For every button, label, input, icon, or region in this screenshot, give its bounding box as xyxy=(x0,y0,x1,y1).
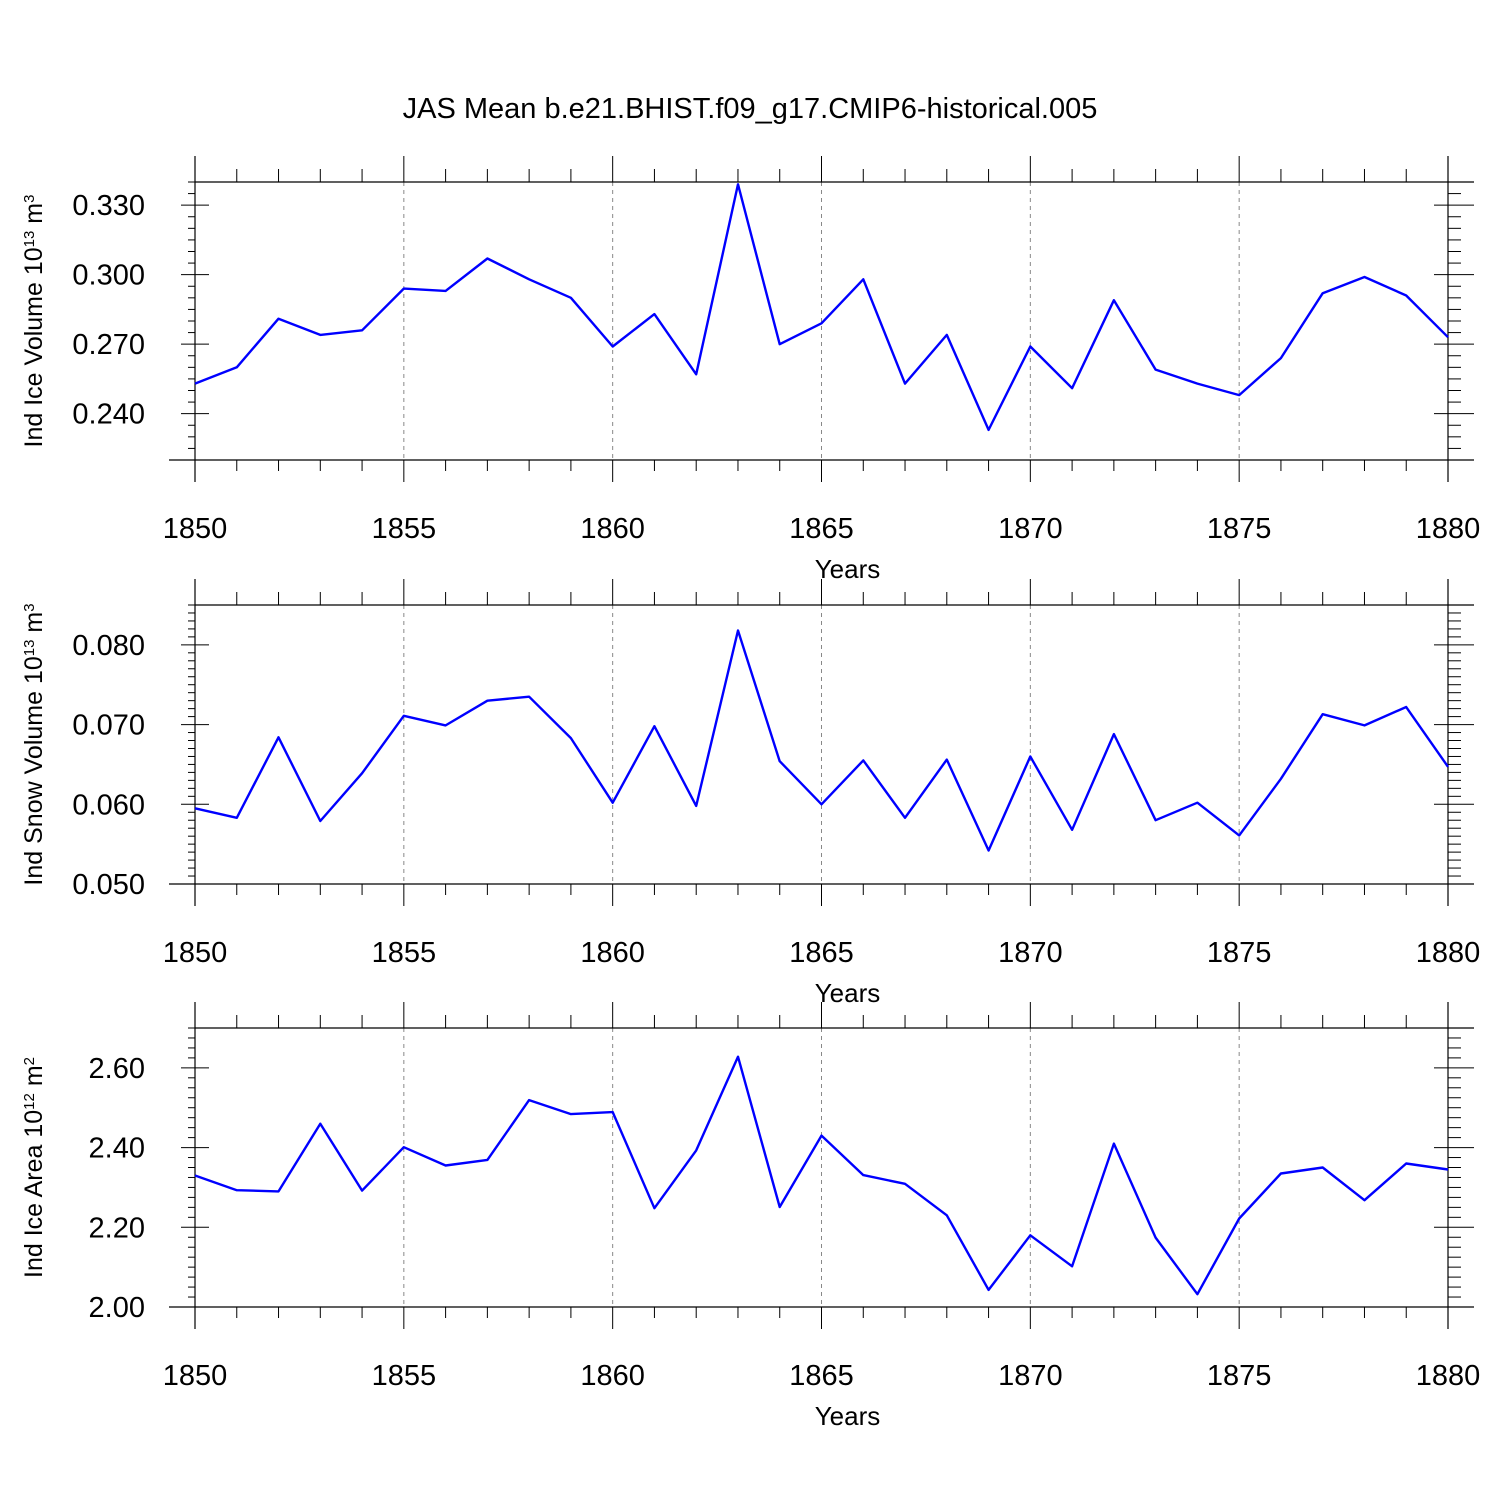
y-axis-label-unit: m xyxy=(20,203,48,231)
x-axis-label: Years xyxy=(815,978,881,1008)
x-tick-label: 1880 xyxy=(1416,513,1481,545)
x-tick-label: 1875 xyxy=(1207,513,1272,545)
panel-1: 1850 1855 1860 1865 1870 1875 1880 Years 0.240 0.… xyxy=(20,156,1480,584)
series-line xyxy=(194,183,1449,432)
y-axis-label-exp: 13 xyxy=(21,231,38,248)
y-axis-label-unit: m xyxy=(20,1065,48,1093)
y-axis-label-text: Ind Snow Volume 10 xyxy=(20,656,48,885)
series-line xyxy=(194,629,1449,852)
y-axis-label-unit: m xyxy=(20,612,48,640)
series-line xyxy=(194,1055,1449,1296)
panel-3: 1850 1855 1860 1865 1870 1875 1880 Years 2.00 2.2… xyxy=(20,1002,1480,1431)
y-axis-label-unit-exp: 3 xyxy=(21,195,38,203)
y-tick-label: 0.080 xyxy=(72,630,145,662)
y-tick-label: 2.00 xyxy=(89,1292,145,1324)
y-axis-label-unit-exp: 2 xyxy=(21,1057,38,1065)
y-tick-label: 0.330 xyxy=(72,190,145,222)
y-tick-label: 0.070 xyxy=(72,710,145,742)
figure-title: JAS Mean b.e21.BHIST.f09_g17.CMIP6-histo… xyxy=(403,93,1098,125)
x-tick-label: 1860 xyxy=(580,1360,645,1392)
x-tick-label: 1860 xyxy=(580,937,645,969)
x-tick-label: 1865 xyxy=(789,513,854,545)
y-tick-label: 2.60 xyxy=(89,1053,145,1085)
y-axis-label: Ind Ice Area 1012 m2 xyxy=(20,1057,48,1278)
y-tick-label: 0.240 xyxy=(72,399,145,431)
y-tick-label: 0.300 xyxy=(72,260,145,292)
x-tick-label: 1850 xyxy=(163,1360,228,1392)
x-tick-label: 1850 xyxy=(163,513,228,545)
x-axis-label: Years xyxy=(815,1401,881,1431)
x-tick-label: 1850 xyxy=(163,937,228,969)
y-axis-label-exp: 13 xyxy=(21,640,38,657)
y-axis-label: Ind Ice Volume 1013 m3 xyxy=(20,195,48,448)
y-tick-label: 2.20 xyxy=(89,1212,145,1244)
y-tick-label: 2.40 xyxy=(89,1133,145,1165)
x-tick-label: 1875 xyxy=(1207,1360,1272,1392)
y-axis-label-unit-exp: 3 xyxy=(21,603,38,611)
x-tick-label: 1870 xyxy=(998,513,1063,545)
x-tick-label: 1855 xyxy=(372,937,437,969)
x-tick-label: 1880 xyxy=(1416,937,1481,969)
y-axis-label-text: Ind Ice Volume 10 xyxy=(20,247,48,447)
x-tick-label: 1870 xyxy=(998,1360,1063,1392)
x-tick-label: 1865 xyxy=(789,1360,854,1392)
y-axis-label-exp: 12 xyxy=(21,1093,38,1110)
y-axis-label-text: Ind Ice Area 10 xyxy=(20,1110,48,1278)
y-tick-label: 0.060 xyxy=(72,789,145,821)
y-axis-label: Ind Snow Volume 1013 m3 xyxy=(20,603,48,885)
y-tick-label: 0.050 xyxy=(72,869,145,901)
x-tick-label: 1855 xyxy=(372,513,437,545)
x-tick-label: 1870 xyxy=(998,937,1063,969)
x-tick-label: 1880 xyxy=(1416,1360,1481,1392)
x-tick-label: 1865 xyxy=(789,937,854,969)
panels: 1850 1855 1860 1865 1870 1875 1880 Years 0.240 0.… xyxy=(20,156,1480,1431)
x-tick-label: 1875 xyxy=(1207,937,1272,969)
panel-2: 1850 1855 1860 1865 1870 1875 1880 Years 0.050 0.… xyxy=(20,579,1480,1008)
y-tick-label: 0.270 xyxy=(72,329,145,361)
x-tick-label: 1860 xyxy=(580,513,645,545)
x-tick-label: 1855 xyxy=(372,1360,437,1392)
x-axis-label: Years xyxy=(815,554,881,584)
